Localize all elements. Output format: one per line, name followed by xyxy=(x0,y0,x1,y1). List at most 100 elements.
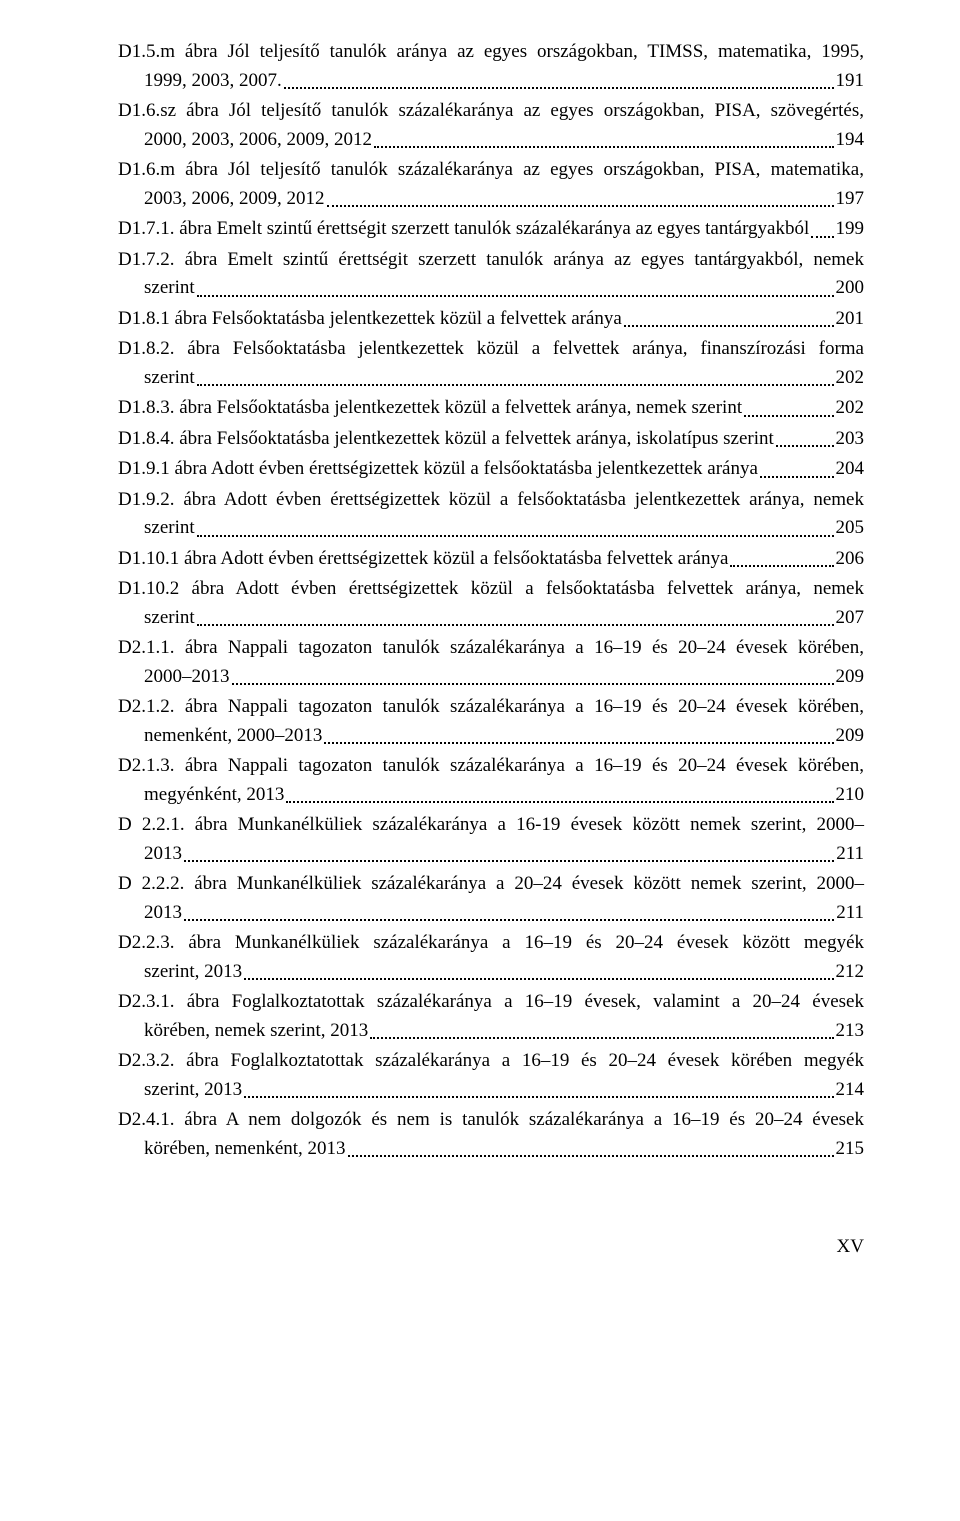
toc-leader-dots xyxy=(370,1036,833,1039)
toc-leader-dots xyxy=(244,977,833,980)
toc-entry-page: 202 xyxy=(836,394,865,423)
toc-entry-label-line1: D1.6.sz ábra Jól teljesítő tanulók száza… xyxy=(118,97,864,126)
toc-entry-page: 207 xyxy=(836,604,865,633)
toc-entry: D2.1.3. ábra Nappali tagozaton tanulók s… xyxy=(118,752,864,809)
toc-entry-page: 201 xyxy=(836,305,865,334)
toc-entry-label-line1: D 2.2.1. ábra Munkanélküliek százalékará… xyxy=(118,811,864,840)
toc-leader-dots xyxy=(624,324,834,327)
toc-entry-page: 200 xyxy=(836,274,865,303)
toc-entry-page: 206 xyxy=(836,545,865,574)
toc-entry-label-line1: D2.3.1. ábra Foglalkoztatottak százaléka… xyxy=(118,988,864,1017)
toc-entry: D1.8.2. ábra Felsőoktatásba jelentkezett… xyxy=(118,335,864,392)
toc-entry: D 2.2.2. ábra Munkanélküliek százalékará… xyxy=(118,870,864,927)
toc-leader-dots xyxy=(811,235,833,238)
toc-entry-label-line2: körében, nemek szerint, 2013 xyxy=(144,1017,368,1046)
toc-leader-dots xyxy=(776,444,834,447)
toc-entry-label-line1: D 2.2.2. ábra Munkanélküliek százalékará… xyxy=(118,870,864,899)
toc-leader-dots xyxy=(374,145,834,148)
toc-entry: D1.6.sz ábra Jól teljesítő tanulók száza… xyxy=(118,97,864,154)
toc-entry-label-line2: 1999, 2003, 2007. xyxy=(144,67,282,96)
toc-entry-label-line2: szerint xyxy=(144,274,195,303)
toc-entry-label-line2: szerint xyxy=(144,364,195,393)
toc-entry-label-line1: D1.7.2. ábra Emelt szintű érettségit sze… xyxy=(118,246,864,275)
toc-entry-page: 204 xyxy=(836,455,865,484)
toc-leader-dots xyxy=(197,534,834,537)
toc-entry: D1.6.m ábra Jól teljesítő tanulók százal… xyxy=(118,156,864,213)
toc-entry-label-line2: szerint, 2013 xyxy=(144,1076,242,1105)
toc-leader-dots xyxy=(324,741,833,744)
toc-entry-page: 209 xyxy=(836,722,865,751)
toc-entry-label: D1.7.1. ábra Emelt szintű érettségit sze… xyxy=(118,215,809,244)
toc-entry: D1.5.m ábra Jól teljesítő tanulók aránya… xyxy=(118,38,864,95)
toc-entry-label-line1: D2.3.2. ábra Foglalkoztatottak százaléka… xyxy=(118,1047,864,1076)
toc-entry-page: 215 xyxy=(836,1135,865,1164)
toc-entry-label-line1: D1.8.2. ábra Felsőoktatásba jelentkezett… xyxy=(118,335,864,364)
toc-entry-page: 191 xyxy=(836,67,865,96)
toc-entry-label-line2: szerint xyxy=(144,514,195,543)
toc-entry-label-line1: D2.2.3. ábra Munkanélküliek százalékarán… xyxy=(118,929,864,958)
toc-entry: D1.7.2. ábra Emelt szintű érettségit sze… xyxy=(118,246,864,303)
toc-entry-page: 203 xyxy=(836,425,865,454)
toc-entry: D 2.2.1. ábra Munkanélküliek százalékará… xyxy=(118,811,864,868)
toc-entry-label-line2: 2000–2013 xyxy=(144,663,230,692)
toc-entry-label-line1: D2.4.1. ábra A nem dolgozók és nem is ta… xyxy=(118,1106,864,1135)
toc-entry-label-line2: szerint, 2013 xyxy=(144,958,242,987)
toc-entry: D1.8.1 ábra Felsőoktatásba jelentkezette… xyxy=(118,305,864,334)
toc-leader-dots xyxy=(730,564,833,567)
toc-entry-page: 194 xyxy=(836,126,865,155)
toc-entry-page: 211 xyxy=(836,840,864,869)
toc-entry: D1.7.1. ábra Emelt szintű érettségit sze… xyxy=(118,215,864,244)
toc-entry: D2.1.1. ábra Nappali tagozaton tanulók s… xyxy=(118,634,864,691)
toc-leader-dots xyxy=(286,800,833,803)
toc-entry-label: D1.8.1 ábra Felsőoktatásba jelentkezette… xyxy=(118,305,622,334)
toc-leader-dots xyxy=(284,86,834,89)
toc-entry: D2.3.2. ábra Foglalkoztatottak százaléka… xyxy=(118,1047,864,1104)
toc-leader-dots xyxy=(244,1095,833,1098)
toc-entry-page: 209 xyxy=(836,663,865,692)
toc-leader-dots xyxy=(232,682,834,685)
toc-leader-dots xyxy=(184,859,834,862)
toc-entry: D2.4.1. ábra A nem dolgozók és nem is ta… xyxy=(118,1106,864,1163)
toc-leader-dots xyxy=(348,1154,834,1157)
toc-entry-page: 212 xyxy=(836,958,865,987)
toc-entry-page: 210 xyxy=(836,781,865,810)
toc-entry-page: 197 xyxy=(836,185,865,214)
toc-entry-label: D1.8.3. ábra Felsőoktatásba jelentkezett… xyxy=(118,394,742,423)
toc-entry-page: 205 xyxy=(836,514,865,543)
toc-entry: D1.10.2 ábra Adott évben érettségizettek… xyxy=(118,575,864,632)
toc-entry-label-line2: körében, nemenként, 2013 xyxy=(144,1135,346,1164)
toc-entry-label-line1: D1.5.m ábra Jól teljesítő tanulók aránya… xyxy=(118,38,864,67)
toc-entry: D1.8.3. ábra Felsőoktatásba jelentkezett… xyxy=(118,394,864,423)
toc-entry: D1.10.1 ábra Adott évben érettségizettek… xyxy=(118,545,864,574)
toc-entry-label-line1: D2.1.2. ábra Nappali tagozaton tanulók s… xyxy=(118,693,864,722)
toc-leader-dots xyxy=(760,475,834,478)
toc-entry: D2.2.3. ábra Munkanélküliek százalékarán… xyxy=(118,929,864,986)
toc-entry: D1.8.4. ábra Felsőoktatásba jelentkezett… xyxy=(118,425,864,454)
toc-leader-dots xyxy=(197,623,834,626)
toc-entry-label-line1: D1.10.2 ábra Adott évben érettségizettek… xyxy=(118,575,864,604)
toc-entry: D2.1.2. ábra Nappali tagozaton tanulók s… xyxy=(118,693,864,750)
toc-leader-dots xyxy=(744,414,833,417)
toc-entry-label-line2: 2013 xyxy=(144,840,182,869)
toc-entry-label: D1.10.1 ábra Adott évben érettségizettek… xyxy=(118,545,728,574)
toc-entry-label-line1: D1.9.2. ábra Adott évben érettségizettek… xyxy=(118,486,864,515)
toc-entry-label-line2: szerint xyxy=(144,604,195,633)
toc-entry-page: 211 xyxy=(836,899,864,928)
toc-entry-label-line1: D1.6.m ábra Jól teljesítő tanulók százal… xyxy=(118,156,864,185)
toc-entry: D1.9.1 ábra Adott évben érettségizettek … xyxy=(118,455,864,484)
toc-entry: D2.3.1. ábra Foglalkoztatottak százaléka… xyxy=(118,988,864,1045)
toc-leader-dots xyxy=(197,294,834,297)
table-of-contents: D1.5.m ábra Jól teljesítő tanulók aránya… xyxy=(118,38,864,1163)
toc-entry-label-line2: 2000, 2003, 2006, 2009, 2012 xyxy=(144,126,372,155)
toc-entry-page: 213 xyxy=(836,1017,865,1046)
toc-leader-dots xyxy=(197,383,834,386)
toc-entry-page: 199 xyxy=(836,215,865,244)
toc-leader-dots xyxy=(184,918,834,921)
toc-entry-label-line2: megyénként, 2013 xyxy=(144,781,284,810)
page-number: XV xyxy=(118,1233,864,1262)
toc-entry-page: 214 xyxy=(836,1076,865,1105)
toc-leader-dots xyxy=(327,204,834,207)
toc-entry-label-line2: 2003, 2006, 2009, 2012 xyxy=(144,185,325,214)
toc-entry-label: D1.8.4. ábra Felsőoktatásba jelentkezett… xyxy=(118,425,774,454)
toc-entry-label-line2: 2013 xyxy=(144,899,182,928)
